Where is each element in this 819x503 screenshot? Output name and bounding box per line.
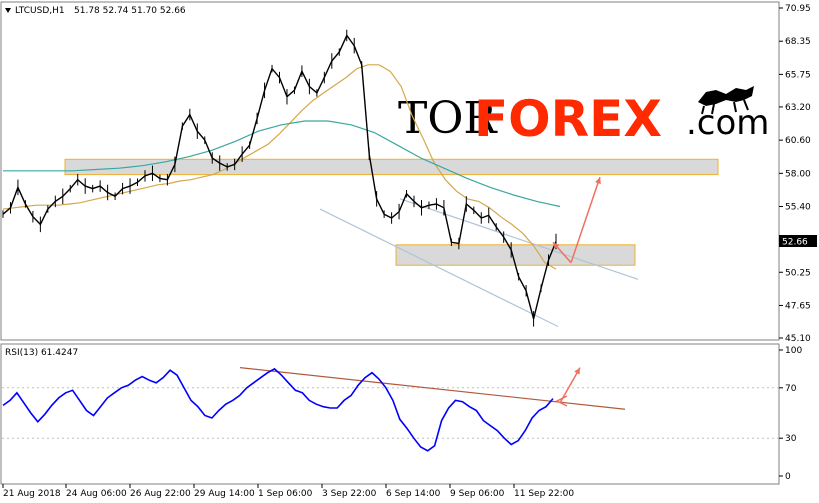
time-tick-label: 29 Aug 14:00 bbox=[194, 489, 255, 499]
time-tick-label: 11 Sep 22:00 bbox=[514, 489, 574, 499]
header-arrow-icon bbox=[5, 8, 11, 13]
time-tick-label: 3 Sep 22:00 bbox=[322, 489, 377, 499]
time-tick-label: 1 Sep 06:00 bbox=[258, 489, 313, 499]
current-price-marker: 52.66 bbox=[779, 235, 817, 248]
time-tick-label: 21 Aug 2018 bbox=[3, 489, 61, 499]
main-header: LTCUSD,H1 51.78 52.74 51.70 52.66 bbox=[5, 6, 186, 16]
price-zone bbox=[64, 158, 719, 176]
rsi-label: RSI(13) 61.4247 bbox=[5, 348, 78, 358]
symbol-label: LTCUSD,H1 bbox=[15, 6, 65, 16]
bull-bear-icon bbox=[698, 86, 754, 115]
logo-text-tor: TOR bbox=[398, 93, 498, 144]
price-tick-label: 45.10 bbox=[785, 334, 811, 344]
rsi-tick-label: 100 bbox=[785, 346, 802, 356]
time-axis: 21 Aug 2018 24 Aug 06:00 26 Aug 22:00 29 Au… bbox=[2, 484, 574, 499]
rsi-panel-frame bbox=[0, 343, 780, 485]
rsi-forecast-arrow-head bbox=[574, 367, 580, 375]
ohlc-label: 51.78 52.74 51.70 52.66 bbox=[74, 6, 186, 16]
rsi-line bbox=[2, 367, 554, 452]
price-tick-label: 63.20 bbox=[785, 103, 811, 113]
price-tick-label: 68.35 bbox=[785, 37, 811, 47]
logo-text-forex: FOREX bbox=[474, 90, 662, 148]
price-tick-label: 47.65 bbox=[785, 301, 811, 311]
rsi-axis: 100 70 30 0 bbox=[2, 346, 802, 482]
moving-average-line bbox=[3, 120, 561, 208]
rsi-tick-label: 0 bbox=[785, 472, 791, 482]
price-tick-label: 58.00 bbox=[785, 169, 811, 179]
rsi-series bbox=[2, 367, 626, 452]
price-tick-label: 70.95 bbox=[785, 4, 811, 14]
forecast-arrow-line bbox=[570, 176, 601, 263]
forecast-arrow-head bbox=[553, 242, 560, 249]
forecast-arrow-head bbox=[595, 177, 601, 185]
channel-line bbox=[319, 208, 559, 328]
time-tick-label: 9 Sep 06:00 bbox=[450, 489, 505, 499]
price-tick-label: 55.40 bbox=[785, 203, 811, 213]
time-tick-label: 6 Sep 14:00 bbox=[386, 489, 441, 499]
price-tick-label: 60.60 bbox=[785, 136, 811, 146]
rsi-tick-label: 70 bbox=[785, 384, 797, 394]
rsi-tick-label: 30 bbox=[785, 434, 797, 444]
time-tick-label: 24 Aug 06:00 bbox=[66, 489, 127, 499]
price-tick-label: 65.75 bbox=[785, 70, 811, 80]
price-axis: 70.9568.3565.7563.2060.6058.0055.4052.80… bbox=[779, 4, 811, 344]
channel-line bbox=[399, 198, 639, 280]
logo: TOR FOREX .com bbox=[398, 86, 769, 148]
rsi-forecast-arrow-line bbox=[559, 367, 581, 404]
time-tick-label: 26 Aug 22:00 bbox=[130, 489, 191, 499]
moving-averages bbox=[2, 64, 561, 270]
forecast-arrows bbox=[552, 176, 601, 264]
logo-text-com: .com bbox=[686, 103, 769, 143]
support-resistance-zones bbox=[64, 158, 719, 266]
current-price-label: 52.66 bbox=[782, 238, 808, 248]
price-series bbox=[2, 29, 557, 327]
price-zone bbox=[395, 244, 636, 266]
moving-average-line bbox=[2, 64, 557, 270]
price-tick-label: 50.25 bbox=[785, 268, 811, 278]
trend-channel bbox=[319, 198, 639, 328]
